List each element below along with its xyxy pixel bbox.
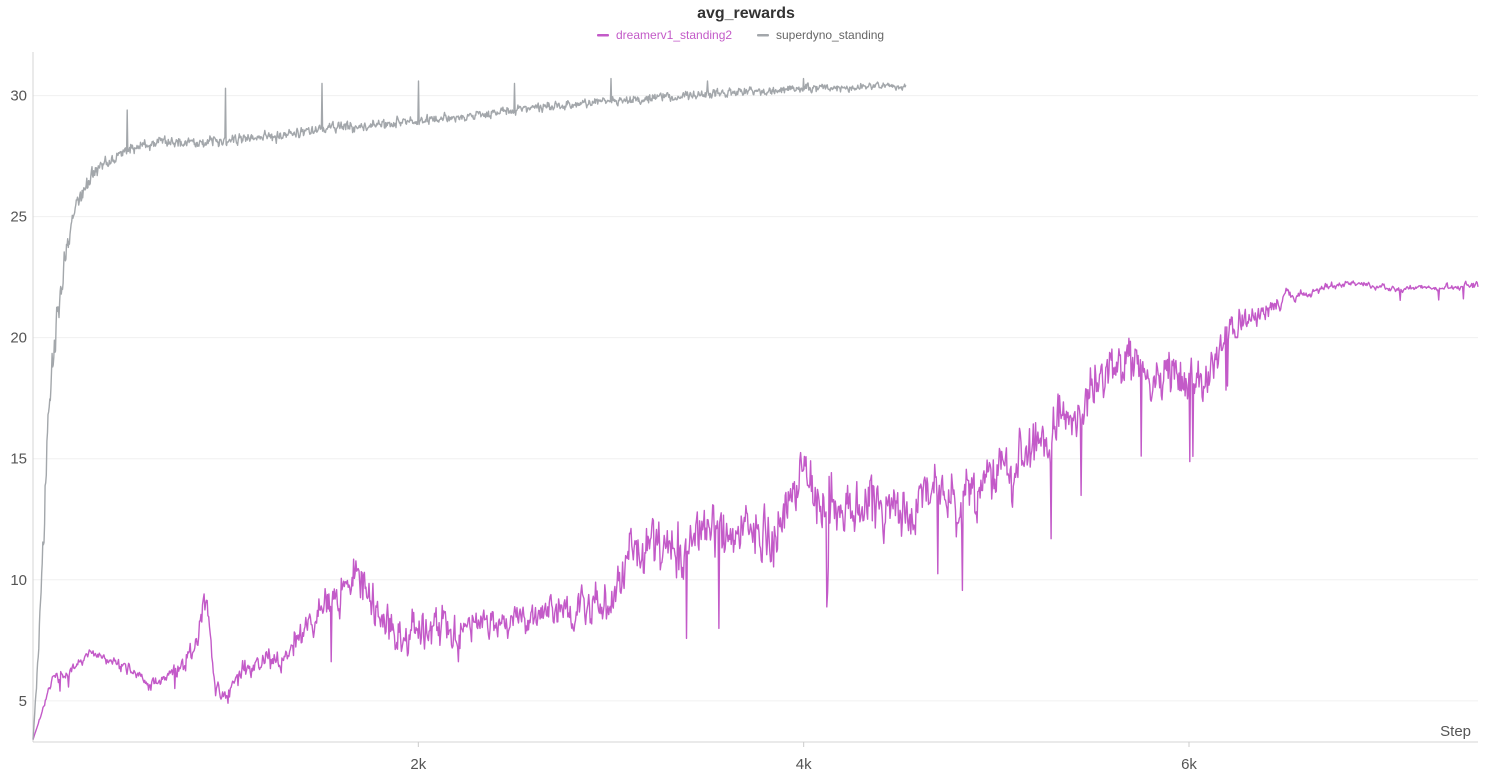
x-tick-label-4000: 4k [796,756,812,773]
legend-label-superdyno: superdyno_standing [776,28,884,42]
legend-item-dreamerv1[interactable]: dreamerv1_standing2 [597,28,732,42]
y-tick-label-20: 20 [10,330,27,347]
y-tick-label-15: 15 [10,451,27,468]
legend-swatch-superdyno [757,34,769,37]
legend-swatch-dreamerv1 [597,34,609,37]
legend-label-dreamerv1: dreamerv1_standing2 [616,28,732,42]
y-tick-labels: 5 10 15 20 25 30 [10,88,27,710]
y-tick-label-5: 5 [19,693,27,710]
x-tick-label-6000: 6k [1181,756,1197,773]
chart-title: avg_rewards [697,5,795,22]
series-line-dreamerv1-standing2 [32,280,1479,740]
series-line-superdyno-standing [32,77,907,740]
y-tick-label-25: 25 [10,209,27,226]
axes [32,52,1478,743]
legend: dreamerv1_standing2 superdyno_standing [597,28,884,42]
grid [33,95,1478,702]
x-tick-label-2000: 2k [410,756,426,773]
x-tick-labels: 2k 4k 6k [410,742,1197,773]
legend-item-superdyno[interactable]: superdyno_standing [757,28,884,42]
series [32,77,1479,740]
x-axis-label: Step [1440,723,1471,740]
y-tick-label-30: 30 [10,88,27,105]
y-tick-label-10: 10 [10,572,27,589]
